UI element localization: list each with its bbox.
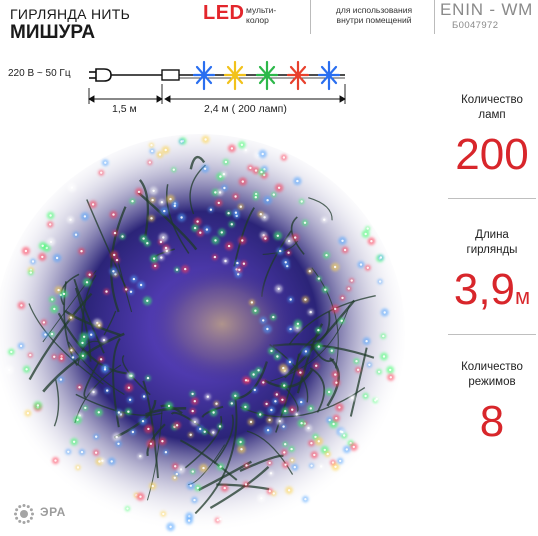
wiring-diagram [88, 60, 346, 104]
spec-label: Количество ламп [443, 93, 538, 123]
spec-label-line2: ламп [478, 109, 506, 121]
spec-label-line1: Количество [461, 94, 523, 106]
spec-value-number: 3,9 [453, 265, 516, 314]
indoor-line1: для использования [335, 5, 413, 15]
bulb-icon [223, 60, 247, 91]
spec-label-line2: гирлянды [466, 244, 518, 256]
model-number: ENIN - WM [440, 0, 534, 19]
bulb-icon [255, 60, 279, 91]
voltage-label: 220 В ~ 50 Гц [8, 68, 71, 79]
spec-label-line1: Длина [475, 229, 509, 241]
bulb-icon [286, 60, 310, 91]
lead-length-label: 1,5 м [112, 103, 137, 115]
lit-length-label: 2,4 м ( 200 ламп) [204, 103, 287, 115]
multicolor-label: мульти- колор [246, 5, 306, 25]
multicolor-line2: колор [246, 15, 269, 25]
sku-code: Б0047972 [452, 20, 499, 31]
plug-icon [89, 68, 112, 82]
bulb-icon [192, 60, 216, 91]
sun-logo-icon [14, 504, 34, 524]
dimension-lines [88, 84, 346, 104]
spec-value: 8 [443, 398, 538, 446]
spec-label: Количество режимов [443, 360, 538, 390]
led-label: LED [203, 2, 245, 24]
indoor-line2: внутри помещений [336, 15, 412, 25]
indoor-use-label: для использования внутри помещений [318, 5, 430, 25]
spec-value: 3,9м [443, 266, 538, 321]
spec-label-line2: режимов [468, 376, 516, 388]
header-divider-1 [310, 0, 311, 34]
controller-box-icon [161, 69, 180, 81]
spec-label: Длина гирлянды [443, 228, 538, 258]
spec-label-line1: Количество [461, 361, 523, 373]
spec-value-unit: м [515, 284, 531, 309]
spec-value-number: 8 [479, 397, 505, 446]
photo-center [150, 266, 294, 382]
product-title-line1: ГИРЛЯНДА НИТЬ [10, 6, 131, 22]
lamps [4, 135, 395, 532]
product-title-line2: МИШУРА [10, 22, 96, 43]
garland-photo [0, 134, 405, 534]
spec-value: 200 [443, 131, 538, 179]
spec-divider [448, 198, 536, 199]
spec-value-number: 200 [455, 130, 529, 179]
header-divider-2 [434, 0, 435, 34]
bulb-icon [317, 60, 341, 91]
brand-name: ЭРА [40, 505, 66, 519]
spec-divider [448, 334, 536, 335]
multicolor-line1: мульти- [246, 5, 277, 15]
